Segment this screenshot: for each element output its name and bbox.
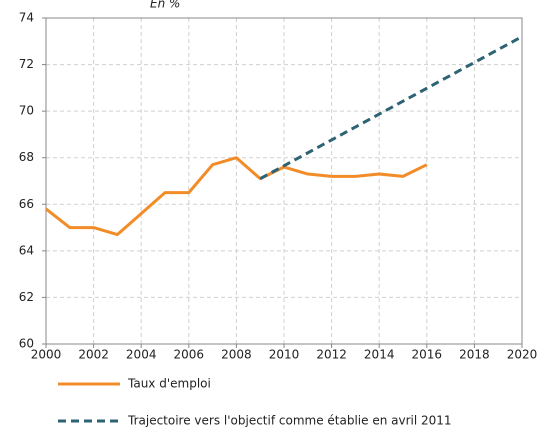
x-tick-label: 2010	[269, 348, 300, 362]
x-tick-label: 2012	[316, 348, 347, 362]
y-tick-label: 66	[19, 197, 34, 211]
y-tick-label: 70	[19, 104, 34, 118]
y-tick-label: 68	[19, 150, 34, 164]
legend-label: Taux d'emploi	[127, 377, 211, 391]
x-tick-label: 2014	[364, 348, 395, 362]
y-tick-label: 64	[19, 243, 34, 257]
plot-frame	[45, 17, 523, 345]
series-line	[45, 156, 428, 237]
y-tick-label: 60	[19, 337, 34, 351]
x-tick-label: 2002	[78, 348, 109, 362]
x-tick-label: 2006	[174, 348, 205, 362]
x-tick-label: 2016	[412, 348, 443, 362]
y-tick-label: 74	[19, 11, 34, 25]
x-tick-label: 2000	[31, 348, 62, 362]
legend-label: Trajectoire vers l'objectif comme établi…	[127, 414, 452, 428]
x-tick-label: 2008	[221, 348, 252, 362]
x-tick-label: 2004	[126, 348, 157, 362]
y-tick-label: 72	[19, 57, 34, 71]
chart-title: En %	[150, 0, 180, 11]
y-tick-label: 62	[19, 290, 34, 304]
x-tick-label: 2020	[507, 348, 538, 362]
series-line	[259, 35, 523, 180]
x-tick-label: 2018	[459, 348, 490, 362]
